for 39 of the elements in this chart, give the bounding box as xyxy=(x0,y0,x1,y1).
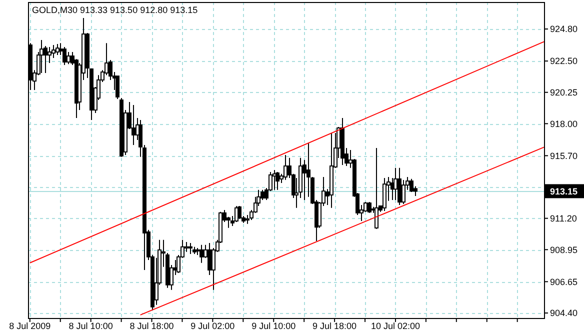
x-tick-label: 9 Jul 02:00 xyxy=(190,321,235,331)
candlestick xyxy=(398,167,402,206)
candlestick xyxy=(410,178,414,193)
candlestick xyxy=(238,205,242,220)
y-tick-label: 911.20 xyxy=(550,213,577,224)
x-tick-label: 9 Jul 10:00 xyxy=(252,321,296,331)
y-tick-label: 904.40 xyxy=(550,308,578,318)
y-tick-label: 915.70 xyxy=(550,150,578,161)
candlestick xyxy=(374,148,378,230)
y-tick-label: 906.65 xyxy=(550,276,578,287)
candlestick xyxy=(208,242,212,276)
candlestick xyxy=(284,154,288,180)
chart-title: GOLD,M30 913.33 913.50 912.80 913.15 xyxy=(32,5,198,15)
candlestick xyxy=(56,44,60,56)
candlestick xyxy=(368,202,372,214)
y-tick-label: 922.50 xyxy=(550,56,578,66)
candlestick xyxy=(62,46,66,66)
x-tick-label: 8 Jul 18:00 xyxy=(130,321,174,331)
x-tick-label: 8 Jul 2009 xyxy=(9,321,51,331)
candlestick xyxy=(200,244,204,264)
candlestick xyxy=(226,216,230,228)
x-tick-label: 8 Jul 10:00 xyxy=(68,321,113,331)
candlestick xyxy=(402,180,406,204)
candlestick xyxy=(394,167,398,200)
candlestick xyxy=(40,40,44,74)
candlestick xyxy=(382,177,386,212)
candlestick xyxy=(276,171,280,190)
candlestick xyxy=(116,76,120,100)
y-tick-label: 924.80 xyxy=(550,24,578,34)
candlestick xyxy=(48,46,52,64)
x-tick-label: 9 Jul 18:00 xyxy=(312,321,357,331)
y-tick-label: 918.00 xyxy=(550,118,578,129)
x-tick-label: 10 Jul 02:00 xyxy=(370,321,420,331)
y-tick-label: 908.95 xyxy=(550,244,578,255)
ref-line-label: 913.15 xyxy=(550,186,578,196)
candlestick xyxy=(188,242,192,254)
candlestick xyxy=(66,51,70,65)
candlestick xyxy=(132,104,136,146)
y-tick-label: 920.25 xyxy=(550,87,578,98)
